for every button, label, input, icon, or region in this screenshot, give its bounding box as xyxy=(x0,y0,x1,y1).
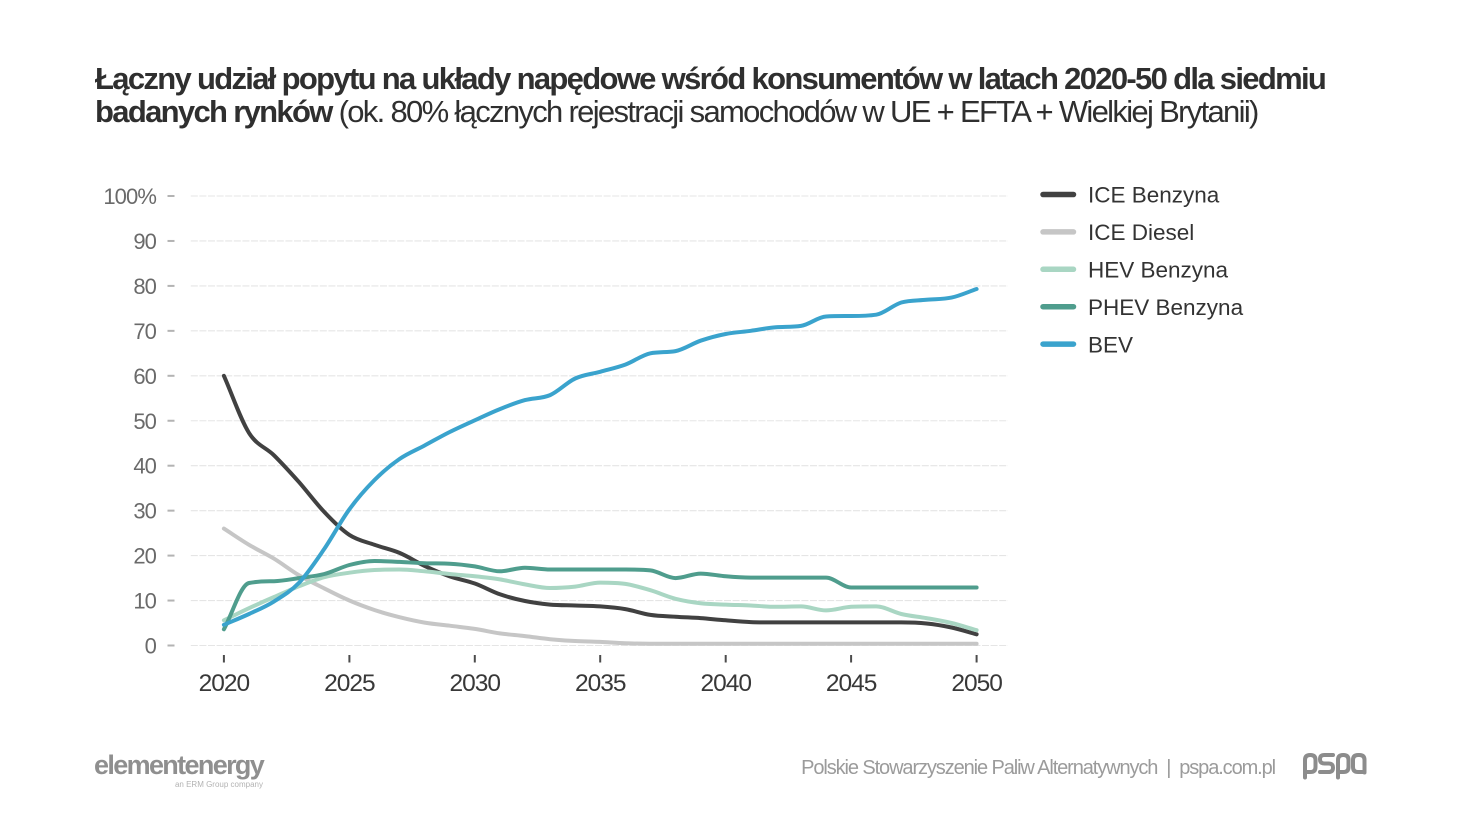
svg-text:BEV: BEV xyxy=(1088,332,1133,357)
svg-text:10: 10 xyxy=(133,589,156,614)
svg-text:ICE Diesel: ICE Diesel xyxy=(1088,220,1194,245)
svg-text:80: 80 xyxy=(133,274,156,299)
svg-text:ICE Benzyna: ICE Benzyna xyxy=(1088,183,1220,208)
svg-text:30: 30 xyxy=(133,499,156,524)
svg-text:90: 90 xyxy=(133,229,156,254)
svg-text:2050: 2050 xyxy=(951,670,1002,697)
svg-text:2035: 2035 xyxy=(575,670,626,697)
svg-text:20: 20 xyxy=(133,544,156,569)
svg-text:50: 50 xyxy=(133,409,156,434)
svg-text:0: 0 xyxy=(145,634,157,659)
svg-text:2040: 2040 xyxy=(700,670,751,697)
svg-text:2020: 2020 xyxy=(199,670,250,697)
svg-text:2030: 2030 xyxy=(450,670,501,697)
svg-text:PHEV Benzyna: PHEV Benzyna xyxy=(1088,295,1244,320)
svg-text:2045: 2045 xyxy=(826,670,877,697)
svg-text:2025: 2025 xyxy=(324,670,375,697)
svg-text:60: 60 xyxy=(133,364,156,389)
svg-text:40: 40 xyxy=(133,454,156,479)
svg-text:100%: 100% xyxy=(103,184,156,209)
svg-text:HEV Benzyna: HEV Benzyna xyxy=(1088,258,1229,283)
svg-text:70: 70 xyxy=(133,319,156,344)
